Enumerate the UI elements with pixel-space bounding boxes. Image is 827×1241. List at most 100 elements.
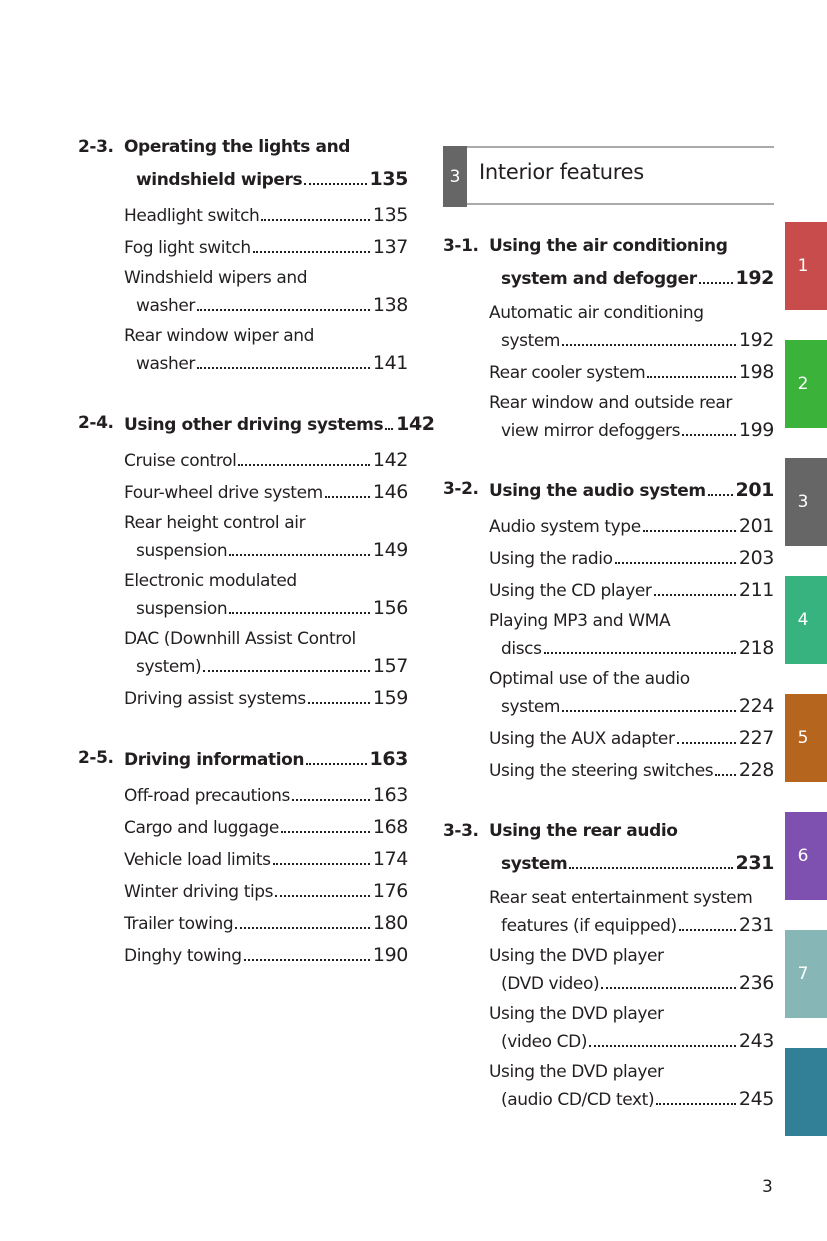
page-reference[interactable]: 137 [372, 236, 408, 258]
entry-title-text: system) [136, 657, 202, 677]
page-reference[interactable]: 201 [738, 515, 774, 537]
page-reference[interactable]: 168 [372, 816, 408, 838]
entry-line[interactable]: features (if equipped) 231 [501, 914, 774, 940]
page-reference[interactable]: 163 [369, 748, 409, 770]
entry-line[interactable]: Headlight switch 135 [124, 204, 408, 230]
entry-line[interactable]: Using the steering switches 228 [489, 759, 774, 785]
chapter-tab-6[interactable]: 6 [785, 812, 827, 900]
page-reference[interactable]: 159 [372, 687, 408, 709]
page-reference[interactable]: 135 [372, 204, 408, 226]
section-heading-line[interactable]: Using other driving systems 142 [124, 413, 435, 439]
entry-line[interactable]: Rear cooler system 198 [489, 361, 774, 387]
page-reference[interactable]: 236 [738, 972, 774, 994]
entry-line[interactable]: washer 141 [136, 352, 408, 378]
section-heading-line[interactable]: Using the audio system 201 [489, 479, 774, 505]
entry-line[interactable]: Using the radio 203 [489, 547, 774, 573]
entry-line: Using the DVD player [489, 946, 774, 972]
page-reference[interactable]: 192 [735, 267, 775, 289]
page-reference[interactable]: 228 [738, 759, 774, 781]
page-reference[interactable]: 180 [372, 912, 408, 934]
entry-line[interactable]: Trailer towing 180 [124, 912, 408, 938]
page-reference[interactable]: 138 [372, 294, 408, 316]
page-reference[interactable]: 227 [738, 727, 774, 749]
section-number: 2-3. [78, 137, 114, 157]
chapter-tab-7[interactable]: 7 [785, 930, 827, 1018]
page-reference[interactable]: 163 [372, 784, 408, 806]
dot-leader [197, 309, 370, 311]
page-reference[interactable]: 231 [738, 914, 774, 936]
entry-line[interactable]: system) 157 [136, 655, 408, 681]
page-reference[interactable]: 135 [369, 168, 409, 190]
page-reference[interactable]: 174 [372, 848, 408, 870]
entry-line[interactable]: washer 138 [136, 294, 408, 320]
entry-line[interactable]: Using the AUX adapter 227 [489, 727, 774, 753]
section-heading-line[interactable]: system and defogger 192 [501, 267, 774, 293]
chapter-tab-3[interactable]: 3 [785, 458, 827, 546]
entry-line[interactable]: (audio CD/CD text) 245 [501, 1088, 774, 1114]
section-heading-line[interactable]: system 231 [501, 852, 774, 878]
page-reference[interactable]: 211 [738, 579, 774, 601]
entry-line[interactable]: Cargo and luggage 168 [124, 816, 408, 842]
page-reference[interactable]: 224 [738, 695, 774, 717]
dot-leader [272, 863, 370, 865]
entry-line[interactable]: view mirror defoggers 199 [501, 419, 774, 445]
entry-line[interactable]: Fog light switch 137 [124, 236, 408, 262]
entry-line[interactable]: Driving assist systems 159 [124, 687, 408, 713]
entry-line[interactable]: (DVD video) 236 [501, 972, 774, 998]
entry-title-text: Winter driving tips [124, 882, 274, 902]
section-number: 2-5. [78, 748, 114, 768]
entry-line[interactable]: (video CD) 243 [501, 1030, 774, 1056]
page-reference[interactable]: 142 [372, 449, 408, 471]
chapter-tab-4[interactable]: 4 [785, 576, 827, 664]
entry-line[interactable]: Audio system type 201 [489, 515, 774, 541]
entry-line[interactable]: Off-road precautions 163 [124, 784, 408, 810]
page-number: 3 [762, 1177, 773, 1197]
chapter-header: 3 Interior features [443, 146, 774, 207]
page-reference[interactable]: 190 [372, 944, 408, 966]
entry-line[interactable]: system 224 [501, 695, 774, 721]
chapter-tab-1[interactable]: 1 [785, 222, 827, 310]
page-reference[interactable]: 157 [372, 655, 408, 677]
page-reference[interactable]: 198 [738, 361, 774, 383]
entry-line[interactable]: discs 218 [501, 637, 774, 663]
chapter-tab-5[interactable]: 5 [785, 694, 827, 782]
entry-line[interactable]: suspension 156 [136, 597, 408, 623]
entry-title-text: Driving assist systems [124, 689, 306, 709]
entry-title-text: Rear seat entertainment system [489, 888, 753, 908]
entry-title-text: Using the AUX adapter [489, 729, 675, 749]
page-reference[interactable]: 243 [738, 1030, 774, 1052]
section-heading-line: Using the air conditioning [489, 236, 774, 262]
page-reference[interactable]: 149 [372, 539, 408, 561]
page-reference[interactable]: 142 [396, 413, 435, 435]
entry-line: Rear seat entertainment system [489, 888, 774, 914]
entry-line[interactable]: Winter driving tips 176 [124, 880, 408, 906]
page-reference[interactable]: 218 [738, 637, 774, 659]
entry-title-text: system [501, 697, 561, 717]
page-reference[interactable]: 203 [738, 547, 774, 569]
page-reference[interactable]: 199 [738, 419, 774, 441]
entry-line[interactable]: Vehicle load limits 174 [124, 848, 408, 874]
section-title-text: Using the audio system [489, 481, 706, 501]
entry-line[interactable]: Dinghy towing 190 [124, 944, 408, 970]
entry-line[interactable]: system 192 [501, 329, 774, 355]
page-reference[interactable]: 156 [372, 597, 408, 619]
chapter-tab-2[interactable]: 2 [785, 340, 827, 428]
section-heading-line[interactable]: windshield wipers 135 [136, 168, 408, 194]
entry-line[interactable]: suspension 149 [136, 539, 408, 565]
page-reference[interactable]: 192 [738, 329, 774, 351]
entry-title-text: Fog light switch [124, 238, 251, 258]
entry-line[interactable]: Four-wheel drive system 146 [124, 481, 408, 507]
entry-line: Optimal use of the audio [489, 669, 774, 695]
entry-line[interactable]: Using the CD player 211 [489, 579, 774, 605]
page-reference[interactable]: 146 [372, 481, 408, 503]
section-title-text: Using the air conditioning [489, 236, 728, 256]
page-reference[interactable]: 141 [372, 352, 408, 374]
page-reference[interactable]: 176 [372, 880, 408, 902]
page-reference[interactable]: 201 [735, 479, 775, 501]
section-heading-line[interactable]: Driving information 163 [124, 748, 408, 774]
dot-leader [698, 282, 733, 284]
entry-line[interactable]: Cruise control 142 [124, 449, 408, 475]
page-reference[interactable]: 231 [735, 852, 775, 874]
page-reference[interactable]: 245 [738, 1088, 774, 1110]
chapter-tab-index[interactable] [785, 1048, 827, 1136]
